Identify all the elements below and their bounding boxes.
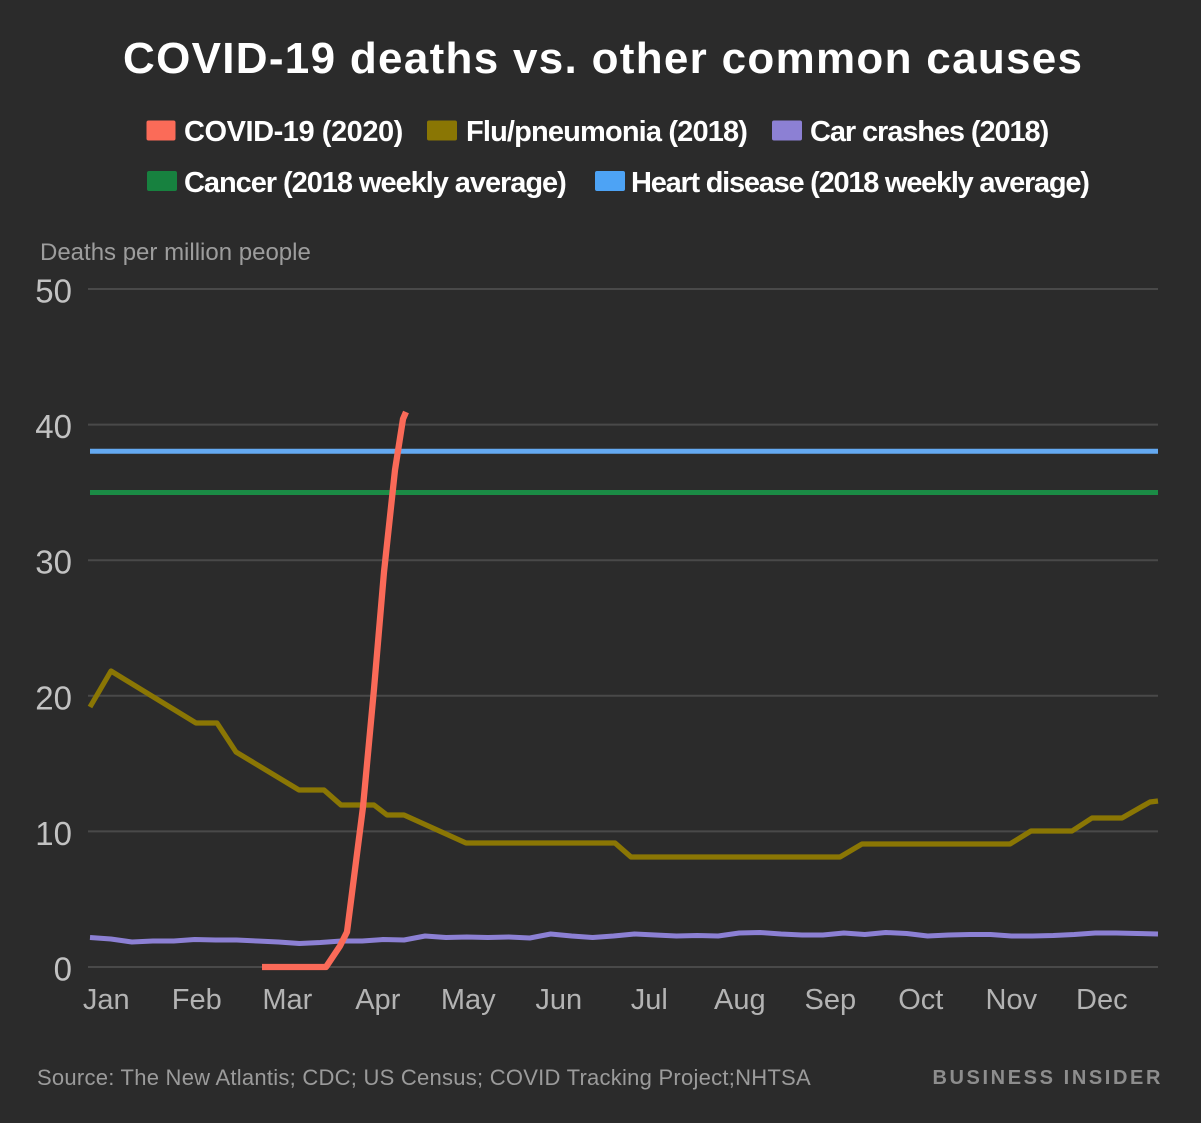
svg-text:COVID-19 deaths vs. other comm: COVID-19 deaths vs. other common causes — [123, 34, 1083, 83]
svg-text:Mar: Mar — [262, 984, 312, 1016]
svg-text:40: 40 — [35, 408, 72, 445]
svg-text:50: 50 — [35, 273, 72, 310]
svg-text:30: 30 — [35, 544, 72, 581]
svg-text:10: 10 — [35, 815, 72, 852]
svg-text:0: 0 — [54, 951, 72, 988]
svg-text:20: 20 — [35, 679, 72, 716]
svg-text:Heart disease (2018 weekly ave: Heart disease (2018 weekly average) — [631, 167, 1089, 199]
svg-text:Nov: Nov — [986, 984, 1038, 1016]
svg-text:Cancer (2018 weekly average): Cancer (2018 weekly average) — [184, 167, 566, 199]
svg-text:Feb: Feb — [172, 984, 222, 1016]
svg-text:Jun: Jun — [535, 984, 582, 1016]
svg-text:Sep: Sep — [804, 984, 856, 1016]
svg-text:Source: The New Atlantis; CDC;: Source: The New Atlantis; CDC; US Census… — [37, 1065, 811, 1090]
svg-text:Oct: Oct — [898, 984, 943, 1016]
svg-text:Jan: Jan — [83, 984, 130, 1016]
svg-text:May: May — [441, 984, 496, 1016]
svg-text:COVID-19 (2020): COVID-19 (2020) — [184, 116, 403, 148]
svg-text:Car crashes (2018): Car crashes (2018) — [810, 116, 1049, 148]
svg-text:Apr: Apr — [355, 984, 400, 1016]
svg-text:BUSINESS INSIDER: BUSINESS INSIDER — [932, 1067, 1163, 1089]
svg-text:Jul: Jul — [631, 984, 668, 1016]
svg-text:Flu/pneumonia (2018): Flu/pneumonia (2018) — [466, 116, 747, 148]
svg-text:Deaths per million people: Deaths per million people — [40, 239, 311, 266]
svg-text:Aug: Aug — [714, 984, 766, 1016]
svg-text:Dec: Dec — [1076, 984, 1128, 1016]
